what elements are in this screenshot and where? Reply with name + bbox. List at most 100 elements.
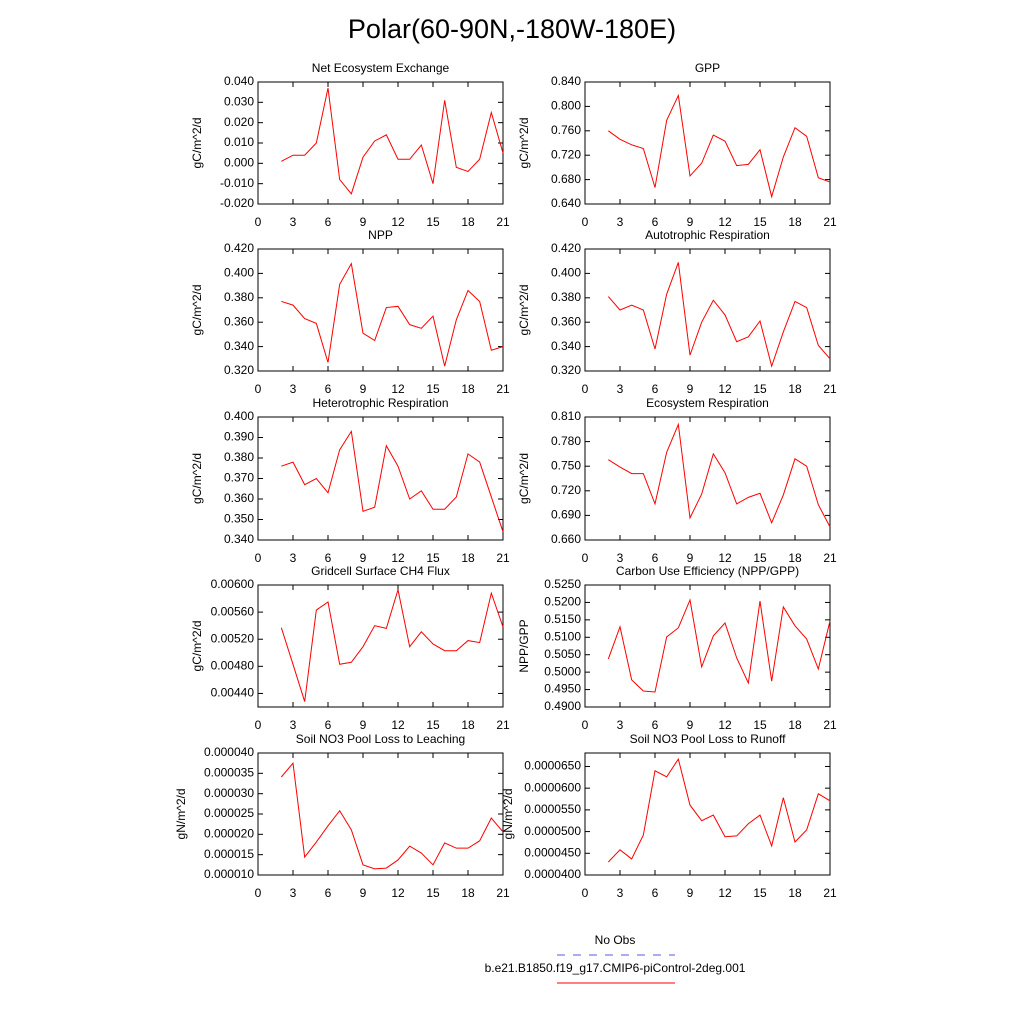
x-tick-label: 15	[753, 718, 767, 732]
x-tick-label: 0	[255, 718, 262, 732]
x-tick-label: 0	[255, 382, 262, 396]
x-tick-label: 18	[788, 382, 802, 396]
y-tick-label: 0.390	[224, 430, 254, 444]
y-tick-label: 0.00560	[211, 604, 255, 618]
y-tick-label: 0.360	[224, 491, 254, 505]
x-tick-label: 18	[461, 886, 475, 900]
plot-frame	[257, 81, 504, 205]
x-tick-label: 9	[687, 886, 694, 900]
y-tick-label: 0.680	[551, 172, 581, 186]
y-axis-label: gC/m^2/d	[190, 453, 204, 504]
x-tick-label: 6	[652, 718, 659, 732]
x-tick-label: 3	[617, 551, 624, 565]
y-tick-label: 0.360	[224, 314, 254, 328]
y-tick-label: 0.350	[224, 512, 254, 526]
y-tick-label: 0.780	[551, 434, 581, 448]
panel-title: Gridcell Surface CH4 Flux	[311, 564, 450, 578]
panel-title: Carbon Use Efficiency (NPP/GPP)	[616, 564, 799, 578]
y-axis-label: gC/m^2/d	[517, 453, 531, 504]
x-tick-label: 0	[255, 215, 262, 229]
y-tick-label: 0.760	[551, 123, 581, 137]
x-tick-label: 6	[652, 886, 659, 900]
x-tick-label: 15	[753, 551, 767, 565]
y-tick-label: -0.010	[220, 176, 254, 190]
x-tick-label: 6	[325, 551, 332, 565]
y-tick-label: 0.750	[551, 458, 581, 472]
y-tick-label: 0.4950	[544, 682, 581, 696]
y-tick-label: 0.810	[551, 409, 581, 423]
x-tick-label: 6	[325, 215, 332, 229]
y-tick-label: 0.000040	[204, 745, 254, 759]
x-tick-label: 21	[823, 551, 837, 565]
plot-frame	[584, 584, 831, 708]
x-tick-label: 21	[823, 215, 837, 229]
y-tick-label: 0.000	[224, 156, 254, 170]
y-tick-label: 0.000010	[204, 867, 254, 881]
y-tick-label: 0.000035	[204, 766, 254, 780]
x-tick-label: 0	[582, 886, 589, 900]
x-tick-label: 3	[290, 718, 297, 732]
y-tick-label: 0.320	[551, 363, 581, 377]
x-tick-label: 15	[426, 718, 440, 732]
plot-frame	[584, 752, 831, 876]
x-tick-label: 21	[496, 382, 510, 396]
x-tick-label: 12	[391, 382, 405, 396]
y-tick-label: 0.840	[551, 74, 581, 88]
x-tick-label: 18	[461, 718, 475, 732]
y-axis-label: gC/m^2/d	[190, 285, 204, 336]
y-tick-label: 0.0000600	[524, 780, 581, 794]
y-tick-label: 0.5050	[544, 647, 581, 661]
legend-label: No Obs	[595, 933, 636, 947]
y-tick-label: 0.660	[551, 532, 581, 546]
y-tick-label: 0.400	[224, 409, 254, 423]
panel-title: Net Ecosystem Exchange	[312, 61, 450, 75]
y-tick-label: 0.320	[224, 363, 254, 377]
plot-frame	[584, 248, 831, 372]
x-tick-label: 21	[823, 886, 837, 900]
x-tick-label: 9	[687, 551, 694, 565]
y-tick-label: 0.340	[224, 532, 254, 546]
x-tick-label: 15	[426, 886, 440, 900]
x-tick-label: 12	[391, 886, 405, 900]
panel-title: Soil NO3 Pool Loss to Runoff	[630, 732, 787, 746]
x-tick-label: 6	[652, 382, 659, 396]
x-tick-label: 21	[496, 551, 510, 565]
panel-title: Heterotrophic Respiration	[312, 396, 448, 410]
y-axis-label: gC/m^2/d	[517, 285, 531, 336]
y-tick-label: 0.0000650	[524, 759, 581, 773]
x-tick-label: 21	[496, 886, 510, 900]
y-tick-label: 0.370	[224, 471, 254, 485]
x-tick-label: 12	[391, 215, 405, 229]
y-axis-label: gN/m^2/d	[174, 789, 188, 840]
y-tick-label: 0.380	[224, 290, 254, 304]
y-tick-label: 0.4900	[544, 699, 581, 713]
y-tick-label: 0.030	[224, 95, 254, 109]
x-tick-label: 15	[753, 215, 767, 229]
data-line	[281, 87, 504, 195]
x-tick-label: 21	[823, 382, 837, 396]
y-axis-label: gC/m^2/d	[517, 118, 531, 169]
x-tick-label: 9	[360, 718, 367, 732]
plot-frame	[257, 752, 504, 876]
x-tick-label: 15	[426, 215, 440, 229]
x-tick-label: 15	[753, 886, 767, 900]
y-tick-label: 0.000030	[204, 786, 254, 800]
y-tick-label: 0.0000400	[524, 867, 581, 881]
x-tick-label: 0	[582, 551, 589, 565]
x-tick-label: 0	[255, 886, 262, 900]
y-tick-label: 0.340	[551, 339, 581, 353]
x-tick-label: 3	[290, 551, 297, 565]
x-tick-label: 3	[290, 215, 297, 229]
x-tick-label: 18	[461, 215, 475, 229]
y-tick-label: 0.00480	[211, 659, 255, 673]
panel-title: Autotrophic Respiration	[645, 228, 770, 242]
x-tick-label: 9	[687, 718, 694, 732]
y-axis-label: gC/m^2/d	[190, 118, 204, 169]
y-tick-label: 0.640	[551, 196, 581, 210]
data-line	[280, 589, 504, 702]
y-tick-label: 0.420	[551, 241, 581, 255]
x-tick-label: 9	[360, 382, 367, 396]
y-tick-label: -0.020	[220, 196, 254, 210]
y-tick-label: 0.0000500	[524, 824, 581, 838]
x-tick-label: 21	[823, 718, 837, 732]
